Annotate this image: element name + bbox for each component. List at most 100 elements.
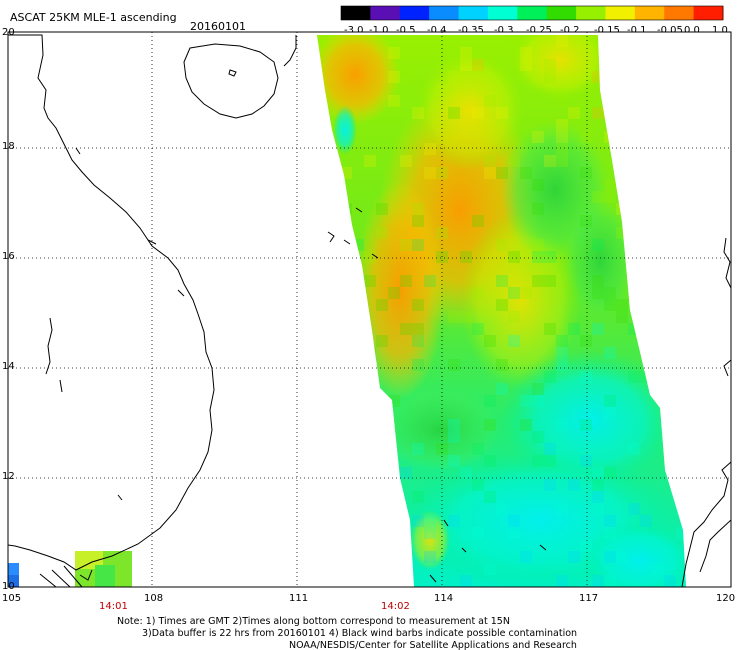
swath-pixel — [556, 335, 568, 347]
swath-pixel — [520, 47, 532, 59]
swath-pixel — [496, 167, 508, 179]
swath-pixel — [544, 443, 556, 455]
swath-pixel — [580, 455, 592, 467]
data-patch-left — [8, 551, 132, 587]
swath-pixel — [376, 299, 388, 311]
colorbar-label: -0.25 — [526, 25, 552, 36]
map-date: 20160101 — [190, 20, 246, 33]
swath-pixel — [400, 467, 412, 479]
swath-pixel — [652, 563, 664, 575]
swath-pixel — [484, 455, 496, 467]
swath-pixel — [424, 275, 436, 287]
lat-label-10: 10 — [2, 581, 15, 592]
colorbar-cell — [487, 6, 518, 20]
swath-pixel — [496, 503, 508, 515]
swath-pixel — [448, 59, 460, 71]
lon-label-117: 117 — [579, 593, 598, 604]
lat-label-16: 16 — [2, 251, 15, 262]
swath-pixel — [364, 275, 376, 287]
swath-pixel — [448, 359, 460, 371]
swath-pixel — [592, 107, 604, 119]
swath-pixel — [460, 59, 472, 71]
colorbar-label: -3.0 — [344, 25, 364, 36]
swath-pixel — [544, 155, 556, 167]
swath-pixel — [508, 251, 520, 263]
swath-pixel — [508, 515, 520, 527]
swath-pixel — [544, 251, 556, 263]
swath-pixel — [568, 107, 580, 119]
swath-pixel — [448, 455, 460, 467]
swath-pixel — [592, 191, 604, 203]
colorbar-cell — [693, 6, 724, 20]
swath-pixel — [376, 203, 388, 215]
swath-pixel — [496, 107, 508, 119]
swath-pixel — [628, 503, 640, 515]
swath-pixel — [556, 419, 568, 431]
swath-pixel — [676, 527, 686, 539]
swath-pixel — [472, 479, 484, 491]
swath-pixel — [364, 155, 376, 167]
swath-pixel — [412, 335, 424, 347]
colorbar-cell — [517, 6, 548, 20]
swath-pixel — [376, 227, 388, 239]
swath-pixel — [424, 167, 436, 179]
swath-pixel — [412, 323, 424, 335]
swath-pixel — [604, 515, 616, 527]
colorbar-cell — [664, 6, 695, 20]
swath-pixel — [556, 143, 568, 155]
swath-pixel — [568, 479, 580, 491]
swath-pixel — [640, 515, 652, 527]
swath-pixel — [472, 107, 484, 119]
colorbar-label: -0.35 — [458, 25, 484, 36]
swath-pixel — [484, 563, 496, 575]
swath-pixel — [508, 527, 520, 539]
swath-pixel — [496, 299, 508, 311]
swath-pixel — [484, 419, 496, 431]
swath-pixel — [664, 575, 676, 587]
pass-time-2: 14:02 — [381, 601, 410, 612]
swath-pixel — [544, 455, 556, 467]
swath-pixel — [616, 551, 628, 563]
swath-pixel — [472, 287, 484, 299]
swath-pixel — [616, 311, 628, 323]
swath-pixel — [556, 95, 568, 107]
lon-label-120: 120 — [716, 593, 735, 604]
swath-pixel — [460, 575, 472, 587]
swath-pixel — [592, 467, 604, 479]
swath-pixel — [604, 467, 616, 479]
swath-pixel — [400, 155, 412, 167]
swath-pixel — [556, 359, 568, 371]
swath-pixel — [448, 419, 460, 431]
colorbar-label: -0.3 — [494, 25, 514, 36]
swath-pixel — [424, 551, 436, 563]
swath-pixel — [472, 527, 484, 539]
colorbar-label: 0.0 — [684, 25, 700, 36]
note-line-2: 3)Data buffer is 22 hrs from 20160101 4)… — [142, 628, 577, 639]
pass-time-1: 14:01 — [99, 601, 128, 612]
colorbar-label: -0.15 — [594, 25, 620, 36]
swath-pixel — [604, 299, 616, 311]
swath-pixel — [556, 35, 568, 47]
map-frame — [7, 31, 732, 588]
swath-pixel — [580, 539, 592, 551]
swath-pixel — [472, 323, 484, 335]
swath-pixel — [532, 179, 544, 191]
swath-pixel — [496, 275, 508, 287]
swath-pixel — [400, 239, 412, 251]
lat-label-18: 18 — [2, 141, 15, 152]
colorbar-cell — [370, 6, 401, 20]
swath-pixel — [520, 167, 532, 179]
swath-pixel — [484, 491, 496, 503]
lon-label-108: 108 — [144, 593, 163, 604]
swath-pixel — [532, 431, 544, 443]
swath-pixel — [592, 491, 604, 503]
swath-pixel — [508, 335, 520, 347]
swath-pixel — [508, 155, 520, 167]
swath-pixel — [460, 467, 472, 479]
swath-pixel — [532, 383, 544, 395]
swath-pixel — [628, 443, 640, 455]
swath-pixel — [604, 575, 616, 587]
swath-pixel — [604, 527, 616, 539]
swath-pixel — [592, 575, 604, 587]
